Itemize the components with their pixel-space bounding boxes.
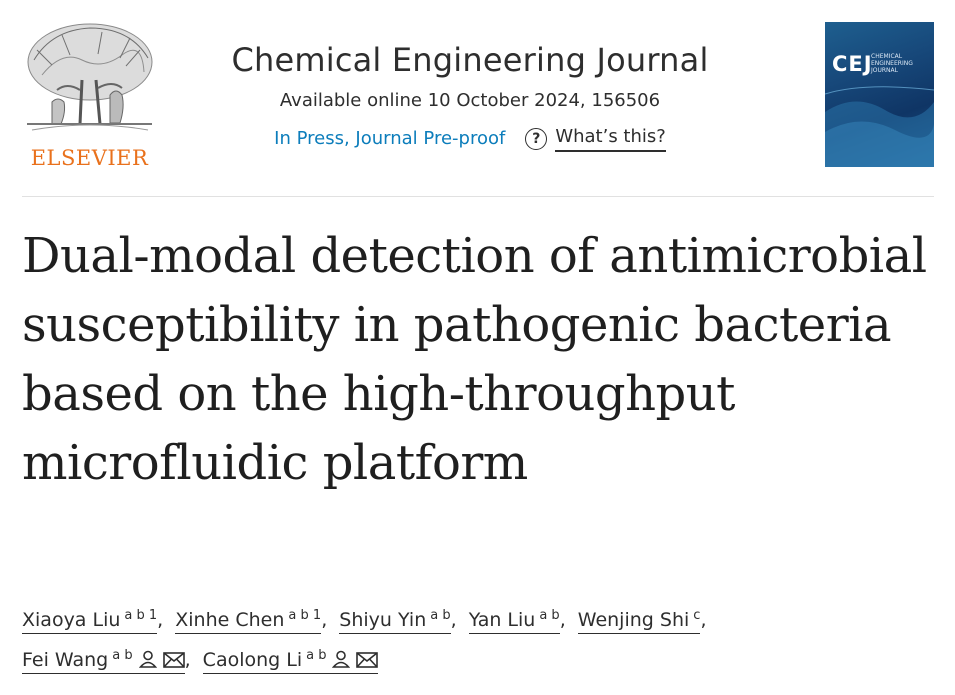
author-separator: , [184, 649, 191, 671]
author-line: Fei Wang a b, Caolong Li a b [22, 640, 934, 680]
whats-this-label: What’s this? [555, 125, 666, 152]
publisher-wordmark: ELSEVIER [30, 146, 149, 170]
author-affiliation: a b [112, 648, 133, 663]
author-link[interactable]: Shiyu Yin a b [339, 603, 451, 634]
author-name: Xiaoya Liu [22, 609, 121, 631]
mail-icon [162, 652, 185, 668]
author-link[interactable]: Fei Wang a b [22, 643, 185, 674]
journal-title-link[interactable]: Chemical Engineering Journal [231, 41, 709, 79]
author-name: Xinhe Chen [175, 609, 285, 631]
author-affiliation: a b 1 [124, 608, 158, 623]
author-link[interactable]: Yan Liu a b [468, 603, 560, 634]
author-link[interactable]: Xinhe Chen a b 1 [175, 603, 322, 634]
journal-info: Chemical Engineering Journal Available o… [180, 38, 760, 152]
author-separator: , [450, 609, 457, 631]
author-affiliation: a b [539, 608, 560, 623]
author-list: Xiaoya Liu a b 1, Xinhe Chen a b 1, Shiyu … [22, 600, 934, 680]
question-circle-icon: ? [525, 127, 548, 150]
author-link[interactable]: Wenjing Shi c [577, 603, 701, 634]
author-separator: , [157, 609, 164, 631]
elsevier-tree-logo-icon [27, 23, 153, 131]
author-affiliation: c [693, 608, 701, 623]
mail-icon [356, 652, 379, 668]
author-name: Shiyu Yin [339, 609, 427, 631]
author-name: Yan Liu [468, 609, 536, 631]
cover-journal-subtitle: CHEMICAL ENGINEERING JOURNAL [871, 53, 913, 74]
author-link[interactable]: Caolong Li a b [202, 643, 379, 674]
author-name: Fei Wang [22, 649, 109, 671]
pre-proof-status-link[interactable]: In Press, Journal Pre-proof [274, 127, 506, 149]
cover-wave-graphic-icon [825, 86, 934, 167]
article-title: Dual-modal detection of antimicrobial su… [22, 228, 927, 491]
author-separator: , [700, 609, 707, 631]
journal-cover-image[interactable]: CEJ CHEMICAL ENGINEERING JOURNAL [825, 22, 934, 167]
author-line: Xiaoya Liu a b 1, Xinhe Chen a b 1, Shiyu … [22, 600, 934, 640]
author-affiliation: a b [306, 648, 327, 663]
elsevier-logo[interactable]: ELSEVIER [22, 20, 157, 172]
status-row: In Press, Journal Pre-proof ? What’s thi… [180, 125, 760, 152]
author-name: Caolong Li [202, 649, 303, 671]
header-divider [22, 196, 934, 197]
author-separator: , [559, 609, 566, 631]
cover-journal-mark: CEJ [832, 52, 873, 76]
author-affiliation: a b 1 [288, 608, 322, 623]
availability-date: Available online 10 October 2024, 156506 [279, 90, 661, 111]
whats-this-button[interactable]: ? What’s this? [525, 125, 666, 152]
author-separator: , [321, 609, 328, 631]
author-affiliation: a b [430, 608, 451, 623]
author-link[interactable]: Xiaoya Liu a b 1 [22, 603, 158, 634]
person-icon [332, 650, 351, 668]
person-icon [138, 650, 157, 668]
author-name: Wenjing Shi [577, 609, 690, 631]
article-header: ELSEVIER Chemical Engineering Journal Av… [0, 0, 955, 196]
